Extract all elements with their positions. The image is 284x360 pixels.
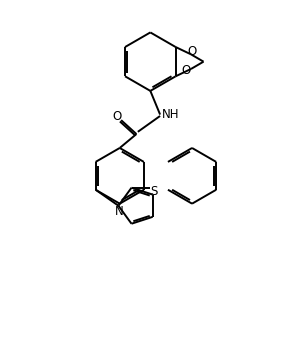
- Text: O: O: [112, 110, 122, 123]
- Text: O: O: [181, 64, 191, 77]
- Text: N: N: [115, 205, 124, 218]
- Text: O: O: [187, 45, 197, 58]
- Text: NH: NH: [162, 108, 180, 121]
- Text: S: S: [150, 185, 158, 198]
